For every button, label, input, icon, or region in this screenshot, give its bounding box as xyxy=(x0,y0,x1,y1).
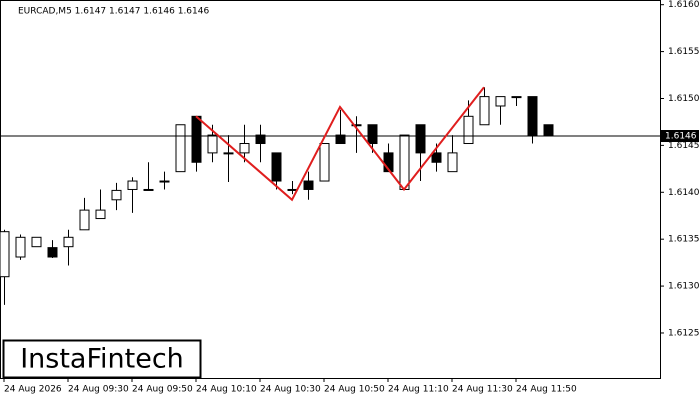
candle-body xyxy=(223,152,234,155)
price-tag xyxy=(661,130,699,143)
candle-body xyxy=(303,180,314,190)
y-tick-label: 1.6140 xyxy=(668,188,700,198)
logo: InstaFintech xyxy=(20,344,184,375)
candle-body xyxy=(63,236,74,248)
candle-body xyxy=(47,247,58,258)
candle-body xyxy=(159,180,170,183)
candle-body xyxy=(447,152,458,173)
candle-body xyxy=(431,152,442,163)
candle-body xyxy=(95,209,106,220)
x-tick-label: 24 Aug 10:10 xyxy=(196,385,257,395)
candle-body xyxy=(191,115,202,163)
candle-body xyxy=(31,236,42,248)
candle-body xyxy=(143,188,154,191)
candle-body xyxy=(207,134,218,154)
x-tick-label: 24 Aug 09:30 xyxy=(68,385,129,395)
candle-body xyxy=(495,96,506,107)
candle-body xyxy=(271,152,282,182)
candle-body xyxy=(399,134,410,190)
candle-body xyxy=(255,134,266,145)
candle-body xyxy=(175,124,186,173)
pattern-line xyxy=(195,86,485,202)
price-label: 1.6146 xyxy=(665,132,697,142)
x-tick-label: 24 Aug 2026 xyxy=(4,385,62,395)
candle-body xyxy=(319,143,330,182)
candle-body xyxy=(463,115,474,145)
x-tick-label: 24 Aug 09:50 xyxy=(132,385,193,395)
x-tick-label: 24 Aug 11:30 xyxy=(452,385,513,395)
candle-body xyxy=(543,124,554,136)
y-tick-label: 1.6135 xyxy=(668,235,700,245)
candle-body xyxy=(79,209,90,231)
x-tick-label: 24 Aug 11:10 xyxy=(388,385,449,395)
candle-body xyxy=(527,96,538,136)
candle-body xyxy=(479,96,490,126)
candle-body xyxy=(0,231,10,278)
candle-body xyxy=(351,124,362,127)
candle-body xyxy=(127,180,138,190)
plot-frame xyxy=(0,0,661,379)
y-tick-label: 1.6160 xyxy=(668,0,700,10)
x-tick-label: 24 Aug 10:30 xyxy=(260,385,321,395)
candle-body xyxy=(287,188,298,191)
candle-body xyxy=(415,124,426,154)
candle-body xyxy=(335,134,346,145)
logo-box xyxy=(2,339,202,379)
y-tick-label: 1.6125 xyxy=(668,328,700,338)
y-tick-label: 1.6145 xyxy=(668,141,700,151)
candle-body xyxy=(111,189,122,201)
x-tick-label: 24 Aug 10:50 xyxy=(324,385,385,395)
candle-body xyxy=(239,143,250,154)
candle-body xyxy=(15,236,26,258)
candle-body xyxy=(511,96,522,99)
y-tick-label: 1.6130 xyxy=(668,282,700,292)
x-tick-label: 24 Aug 11:50 xyxy=(516,385,577,395)
chart-title: EURCAD,M5 1.6147 1.6147 1.6146 1.6146 xyxy=(18,7,209,17)
y-tick-label: 1.6150 xyxy=(668,94,700,104)
candle-body xyxy=(367,124,378,145)
y-tick-label: 1.6155 xyxy=(668,47,700,57)
